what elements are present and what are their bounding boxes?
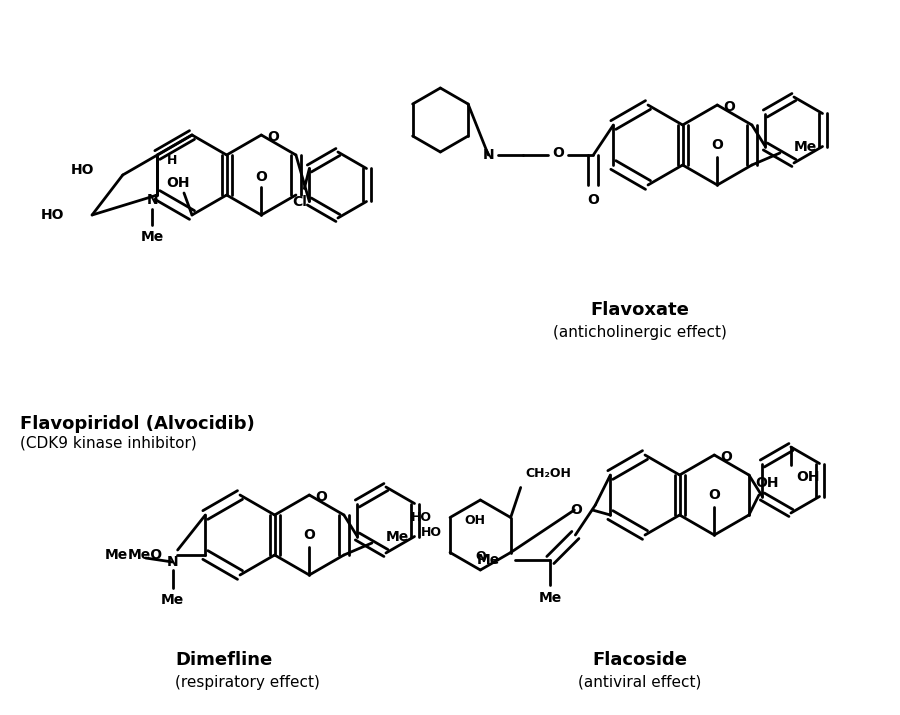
Text: O: O: [711, 138, 724, 152]
Text: O: O: [315, 490, 328, 504]
Text: Flavopiridol (Alvocidib): Flavopiridol (Alvocidib): [20, 415, 255, 433]
Text: CH₂OH: CH₂OH: [526, 467, 572, 480]
Text: (respiratory effect): (respiratory effect): [175, 674, 320, 689]
Text: Me: Me: [794, 140, 817, 154]
Text: Cl: Cl: [292, 194, 307, 209]
Text: (anticholinergic effect): (anticholinergic effect): [554, 325, 727, 340]
Text: OH: OH: [465, 513, 486, 526]
Text: OH: OH: [796, 470, 819, 484]
Text: O: O: [588, 193, 599, 207]
Text: (CDK9 kinase inhibitor): (CDK9 kinase inhibitor): [20, 436, 197, 451]
Text: HO: HO: [71, 163, 94, 177]
Text: Me: Me: [140, 230, 164, 244]
Text: Me: Me: [386, 530, 410, 544]
Text: Flavoxate: Flavoxate: [590, 301, 689, 319]
Text: N: N: [147, 193, 158, 207]
Text: O: O: [303, 528, 315, 542]
Text: O: O: [256, 170, 267, 184]
Text: H: H: [167, 154, 177, 167]
Text: O: O: [708, 488, 720, 502]
Text: N: N: [166, 555, 178, 569]
Text: O: O: [720, 450, 733, 464]
Text: Me: Me: [539, 591, 562, 605]
Text: O: O: [571, 503, 582, 517]
Text: O: O: [475, 550, 486, 563]
Text: HO: HO: [40, 208, 64, 222]
Text: Flacoside: Flacoside: [592, 651, 688, 669]
Text: Me: Me: [161, 593, 184, 607]
Text: Me: Me: [104, 548, 128, 562]
Text: OH: OH: [166, 176, 190, 190]
Text: HO: HO: [421, 526, 442, 539]
Text: HO: HO: [411, 511, 432, 524]
Text: Dimefline: Dimefline: [175, 651, 272, 669]
Text: Me: Me: [477, 553, 500, 567]
Text: MeO: MeO: [128, 548, 164, 562]
Text: O: O: [267, 130, 279, 144]
Text: OH: OH: [755, 476, 778, 490]
Text: (antiviral effect): (antiviral effect): [579, 674, 702, 689]
Text: O: O: [724, 100, 735, 114]
Text: N: N: [482, 148, 494, 162]
Text: O: O: [553, 146, 564, 160]
